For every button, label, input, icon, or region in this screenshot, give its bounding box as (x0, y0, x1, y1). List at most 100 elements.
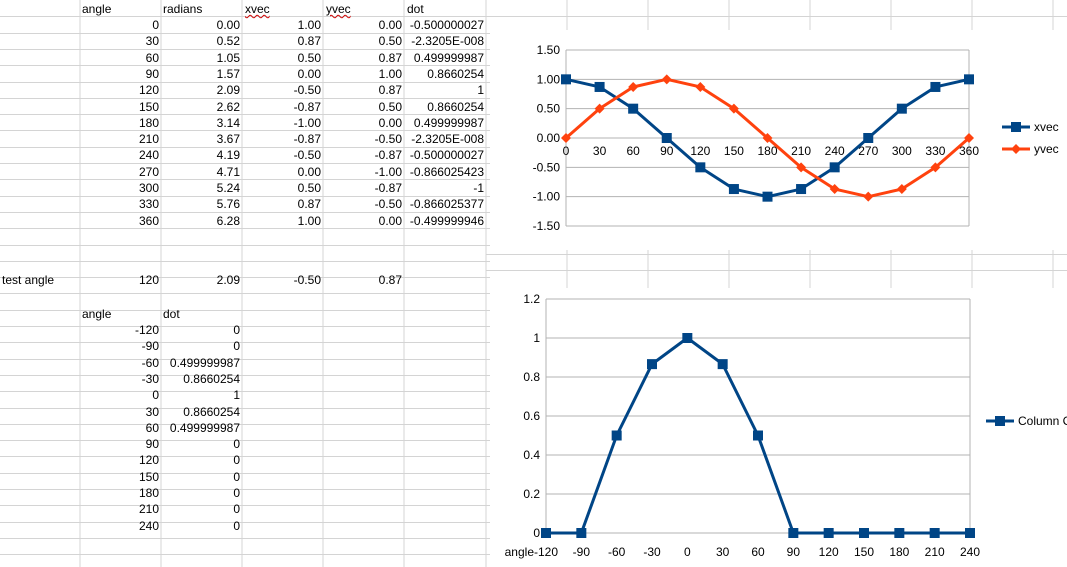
cell-yvec[interactable]: -0.50 (374, 197, 402, 212)
cell-angle[interactable]: 90 (145, 66, 159, 81)
cell-angle[interactable]: 360 (138, 213, 159, 228)
data-point[interactable] (829, 184, 840, 195)
data-point[interactable] (894, 528, 905, 538)
cell-dot[interactable]: -1 (473, 181, 484, 195)
cell-angle[interactable]: 60 (145, 50, 159, 65)
cell-dot[interactable]: -0.499999946 (409, 213, 484, 228)
cell-radians[interactable]: 4.19 (216, 148, 240, 163)
test-yvec-value[interactable]: 0.87 (378, 273, 402, 287)
table2-cell-angle[interactable]: -60 (141, 355, 159, 370)
cell-yvec[interactable]: -0.87 (374, 148, 402, 163)
cell-dot[interactable]: -2.3205E-008 (411, 132, 484, 147)
data-point[interactable] (594, 81, 605, 92)
data-point[interactable] (796, 184, 807, 195)
cell-angle[interactable]: 30 (145, 34, 159, 49)
table2-header-dot[interactable]: dot (163, 307, 180, 321)
data-point[interactable] (728, 184, 739, 195)
data-point[interactable] (964, 133, 974, 143)
cell-dot[interactable]: 0.499999987 (413, 115, 484, 130)
cell-yvec[interactable]: 0.87 (378, 50, 402, 65)
cell-xvec[interactable]: 0.87 (297, 34, 321, 49)
data-point[interactable] (896, 103, 907, 114)
table2-cell-angle[interactable]: 150 (138, 469, 159, 484)
table2-cell-dot[interactable]: 0 (233, 437, 240, 452)
cell-radians[interactable]: 0.52 (216, 34, 240, 49)
table2-cell-dot[interactable]: 0.499999987 (169, 420, 240, 435)
cell-angle[interactable]: 300 (138, 181, 159, 195)
cell-xvec[interactable]: 0.50 (297, 181, 321, 195)
data-point[interactable] (829, 162, 840, 173)
data-point[interactable] (796, 162, 807, 173)
cell-dot[interactable]: -2.3205E-008 (411, 34, 484, 49)
table2-cell-angle[interactable]: 30 (145, 404, 159, 419)
data-point[interactable] (628, 81, 639, 92)
data-point[interactable] (929, 528, 940, 538)
table2-cell-angle[interactable]: 60 (145, 420, 159, 435)
cell-radians[interactable]: 5.24 (216, 181, 240, 195)
data-point[interactable] (628, 103, 639, 114)
data-point[interactable] (863, 133, 874, 143)
data-point[interactable] (611, 430, 622, 441)
table2-cell-angle[interactable]: 180 (138, 486, 159, 500)
cell-angle[interactable]: 120 (138, 83, 159, 98)
table2-cell-angle[interactable]: -30 (141, 371, 159, 386)
data-point[interactable] (561, 74, 571, 85)
data-point[interactable] (762, 133, 773, 143)
cell-yvec[interactable]: 0.50 (378, 34, 402, 49)
cell-radians[interactable]: 4.71 (216, 164, 240, 179)
data-point[interactable] (661, 133, 672, 143)
cell-radians[interactable]: 3.14 (216, 115, 240, 130)
data-point[interactable] (561, 133, 571, 143)
cell-radians[interactable]: 1.05 (216, 50, 240, 65)
data-point[interactable] (863, 191, 874, 202)
table2-cell-angle[interactable]: 240 (138, 518, 159, 533)
table2-cell-angle[interactable]: 0 (152, 388, 159, 403)
cell-radians[interactable]: 2.62 (216, 99, 240, 114)
table2-cell-angle[interactable]: 90 (145, 437, 159, 452)
test-radians-value[interactable]: 2.09 (216, 273, 240, 287)
cell-xvec[interactable]: -0.50 (293, 83, 321, 98)
header-radians[interactable]: radians (163, 2, 203, 16)
table2-cell-angle[interactable]: 210 (138, 502, 159, 517)
cell-yvec[interactable]: 0.00 (378, 115, 402, 130)
cell-yvec[interactable]: -1.00 (374, 164, 402, 179)
cell-dot[interactable]: 0.8660254 (427, 66, 484, 81)
cell-angle[interactable]: 150 (138, 99, 159, 114)
test-angle-label[interactable]: test angle (2, 273, 55, 287)
cell-angle[interactable]: 240 (138, 148, 159, 163)
table2-cell-dot[interactable]: 0.8660254 (183, 404, 240, 419)
cell-xvec[interactable]: 0.50 (297, 50, 321, 65)
header-angle[interactable]: angle (82, 2, 112, 16)
data-point[interactable] (823, 528, 834, 538)
cell-angle[interactable]: 270 (138, 164, 159, 179)
cell-dot[interactable]: -0.500000027 (409, 148, 484, 163)
cell-xvec[interactable]: -0.87 (293, 132, 321, 147)
table2-cell-dot[interactable]: 0 (233, 518, 240, 533)
data-point[interactable] (930, 81, 941, 92)
cell-angle[interactable]: 210 (138, 132, 159, 147)
data-point[interactable] (896, 184, 907, 195)
header-xvec[interactable]: xvec (245, 2, 270, 16)
cell-radians[interactable]: 2.09 (216, 83, 240, 98)
cell-dot[interactable]: -0.500000027 (409, 18, 484, 32)
data-point[interactable] (762, 191, 773, 202)
cell-yvec[interactable]: -0.50 (374, 132, 402, 147)
cell-angle[interactable]: 0 (152, 18, 159, 32)
dot-line-chart[interactable]: 1.2 1 0.8 0.6 0.4 0.2 0 -120 -90 -60 -30 0 30 60 90 120… (490, 288, 1067, 567)
table2-cell-dot[interactable]: 0.499999987 (169, 355, 240, 370)
header-dot[interactable]: dot (407, 2, 424, 16)
cell-angle[interactable]: 330 (138, 197, 159, 212)
cell-radians[interactable]: 6.28 (216, 213, 240, 228)
data-point[interactable] (965, 528, 975, 538)
table2-cell-angle[interactable]: -120 (134, 323, 159, 337)
data-point[interactable] (541, 528, 551, 538)
table2-cell-dot[interactable]: 0.8660254 (183, 371, 240, 386)
data-point[interactable] (661, 74, 672, 85)
cell-radians[interactable]: 3.67 (216, 132, 240, 147)
table2-cell-angle[interactable]: 120 (138, 453, 159, 468)
test-xvec-value[interactable]: -0.50 (293, 273, 321, 287)
test-angle-value[interactable]: 120 (138, 273, 159, 287)
cell-dot[interactable]: 1 (477, 83, 484, 98)
data-point[interactable] (594, 103, 605, 114)
data-point[interactable] (753, 430, 763, 441)
